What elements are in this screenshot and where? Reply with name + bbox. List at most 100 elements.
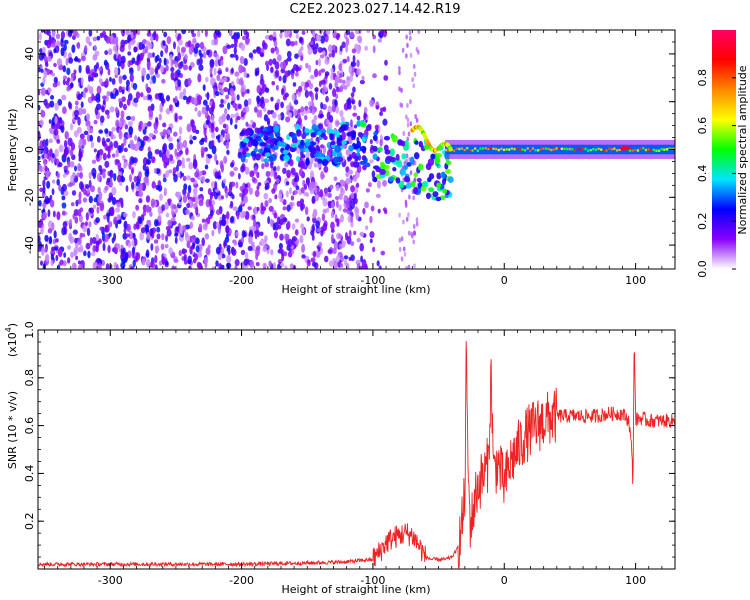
noise-speckle xyxy=(117,219,122,225)
noise-speckle xyxy=(376,260,380,267)
noise-speckle xyxy=(242,231,247,238)
noise-speckle xyxy=(161,79,166,84)
noise-speckle xyxy=(291,223,296,230)
noise-speckle xyxy=(99,115,105,124)
noise-speckle xyxy=(98,78,103,84)
signal-core xyxy=(476,149,479,152)
noise-speckle xyxy=(54,246,59,251)
noise-speckle xyxy=(182,188,187,196)
noise-speckle xyxy=(356,35,363,43)
noise-speckle xyxy=(120,110,125,119)
noise-speckle xyxy=(120,244,124,249)
noise-speckle xyxy=(211,139,215,148)
signal-core xyxy=(576,147,579,151)
noise-speckle xyxy=(236,94,240,101)
noise-speckle xyxy=(171,59,176,65)
noise-speckle xyxy=(353,230,357,235)
noise-speckle xyxy=(190,30,195,35)
noise-speckle xyxy=(77,93,83,101)
noise-speckle xyxy=(294,218,300,223)
noise-speckle xyxy=(114,89,119,96)
noise-speckle xyxy=(57,98,63,106)
noise-speckle xyxy=(204,164,209,170)
noise-speckle xyxy=(46,39,52,49)
noise-speckle xyxy=(80,101,84,108)
noise-speckle xyxy=(196,94,203,102)
noise-speckle xyxy=(299,198,305,205)
noise-speckle xyxy=(74,100,79,106)
noise-speckle xyxy=(260,88,265,94)
noise-speckle xyxy=(384,59,388,66)
signal-blob xyxy=(332,156,340,164)
noise-speckle xyxy=(124,124,129,130)
noise-speckle xyxy=(274,69,280,78)
colorbar-tick-label: 0.0 xyxy=(696,260,709,278)
signal-blob xyxy=(417,163,424,171)
noise-speckle xyxy=(113,172,117,182)
noise-speckle xyxy=(280,101,285,109)
signal-blob xyxy=(341,140,347,145)
noise-speckle xyxy=(38,130,41,136)
signal-blob xyxy=(317,152,325,157)
noise-speckle xyxy=(335,184,340,192)
noise-speckle xyxy=(89,237,93,246)
noise-speckle xyxy=(306,108,311,114)
noise-speckle xyxy=(177,62,183,70)
noise-speckle xyxy=(104,185,109,191)
noise-speckle xyxy=(254,206,257,216)
noise-speckle xyxy=(272,262,277,269)
noise-speckle xyxy=(331,233,334,243)
noise-speckle xyxy=(328,260,334,267)
noise-speckle xyxy=(215,159,219,166)
noise-speckle xyxy=(81,108,87,115)
noise-speckle xyxy=(229,162,235,168)
noise-speckle xyxy=(312,250,317,258)
noise-speckle xyxy=(117,53,122,62)
noise-speckle xyxy=(83,188,87,196)
noise-speckle xyxy=(68,57,74,64)
noise-speckle xyxy=(42,211,48,220)
noise-speckle xyxy=(226,262,230,269)
noise-speckle xyxy=(356,115,361,121)
noise-speckle xyxy=(128,126,134,136)
noise-speckle xyxy=(273,165,277,172)
noise-speckle xyxy=(205,104,210,112)
signal-core xyxy=(500,147,503,151)
noise-speckle xyxy=(234,259,240,267)
noise-speckle xyxy=(219,78,225,83)
noise-speckle xyxy=(47,228,53,234)
noise-speckle xyxy=(417,49,420,55)
noise-speckle xyxy=(44,234,49,242)
noise-speckle xyxy=(293,108,298,117)
signal-blob xyxy=(245,152,251,158)
noise-speckle xyxy=(321,86,326,96)
noise-speckle xyxy=(104,50,109,56)
noise-speckle xyxy=(138,198,143,204)
noise-speckle xyxy=(256,206,260,212)
noise-speckle xyxy=(351,99,355,105)
bottom-y-axis-label: SNR (10 * v/v) xyxy=(6,391,19,469)
noise-speckle xyxy=(167,219,173,227)
noise-speckle xyxy=(245,39,250,45)
noise-speckle xyxy=(229,117,233,126)
noise-speckle xyxy=(364,45,369,51)
noise-speckle xyxy=(345,78,351,88)
noise-speckle xyxy=(89,76,94,82)
noise-speckle xyxy=(165,64,169,72)
noise-speckle xyxy=(338,63,343,71)
noise-speckle xyxy=(218,220,224,226)
noise-speckle xyxy=(99,169,103,176)
noise-speckle xyxy=(256,109,261,118)
signal-blob xyxy=(309,141,317,146)
noise-speckle xyxy=(129,73,134,83)
signal-blob xyxy=(413,172,418,178)
noise-speckle xyxy=(270,66,274,73)
noise-speckle xyxy=(235,181,239,189)
noise-speckle xyxy=(78,150,83,160)
noise-speckle xyxy=(98,154,103,161)
y-tick-label: 0.8 xyxy=(23,369,36,387)
noise-speckle xyxy=(406,122,410,128)
noise-speckle xyxy=(191,124,197,134)
noise-speckle xyxy=(249,259,255,269)
noise-speckle xyxy=(277,224,282,230)
